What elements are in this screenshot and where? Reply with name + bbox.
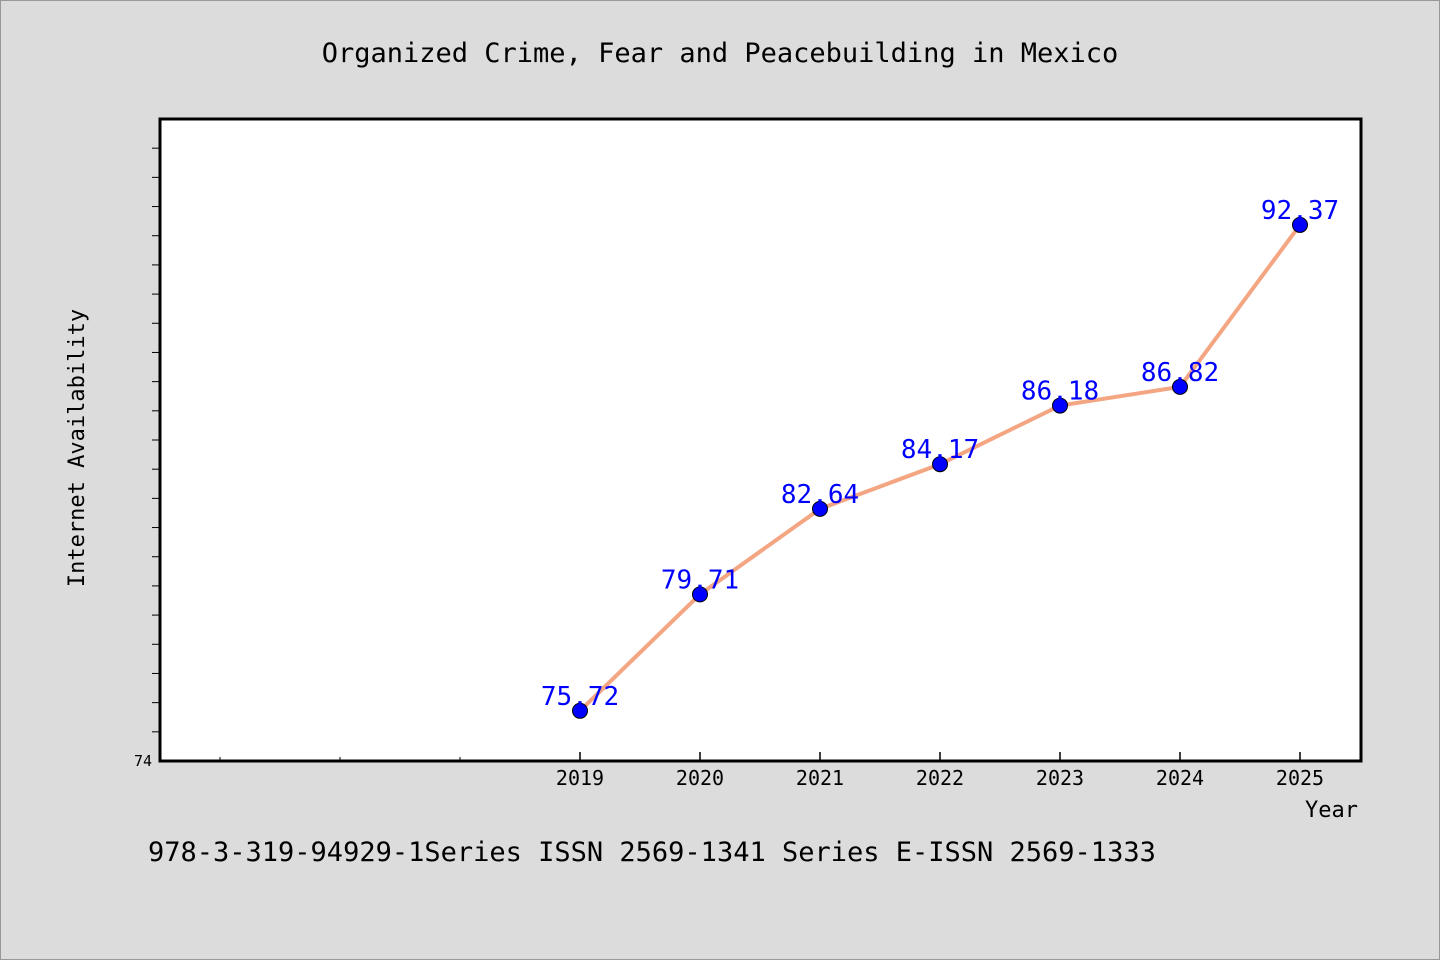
x-tick-label-2023: 2023 [1036,766,1084,790]
series-layer: 75.72 79.71 82.64 84.17 86.18 86.82 92.37 [541,196,1339,719]
x-tick-label-2020: 2020 [676,766,724,790]
data-label-2019: 75.72 [541,682,619,712]
x-tick-label-2021: 2021 [796,766,844,790]
x-axis-title: Year [1305,798,1358,823]
data-point-2025 [1292,216,1308,233]
y-axis-ticks [152,147,160,733]
data-point-2020 [692,586,708,603]
data-label-2022: 84.17 [901,435,979,465]
data-point-2022 [932,456,948,473]
footer-isbn-text: 978-3-319-94929-1Series ISSN 2569-1341 S… [148,837,1156,868]
data-point-2021 [812,500,828,517]
data-point-2024 [1172,378,1188,395]
chart-title: Organized Crime, Fear and Peacebuilding … [322,38,1119,69]
x-tick-label-2019: 2019 [556,766,604,790]
data-label-2025: 92.37 [1261,196,1339,226]
y-tick-label-74: 74 [134,752,152,770]
x-tick-label-2022: 2022 [916,766,964,790]
data-label-2021: 82.64 [781,480,859,510]
x-axis-minor-ticks [219,757,461,761]
x-tick-label-2024: 2024 [1156,766,1204,790]
data-label-2023: 86.18 [1021,377,1099,407]
x-axis-ticks: 2019 2020 2021 2022 2023 2024 2025 [556,752,1324,790]
data-point-2023 [1052,397,1068,414]
data-label-2020: 79.71 [661,565,739,595]
data-point-2019 [572,702,588,719]
x-tick-label-2025: 2025 [1276,766,1324,790]
plot-area [158,117,1363,763]
data-label-2024: 86.82 [1141,358,1219,388]
y-axis-title: Internet Availability [65,309,90,587]
